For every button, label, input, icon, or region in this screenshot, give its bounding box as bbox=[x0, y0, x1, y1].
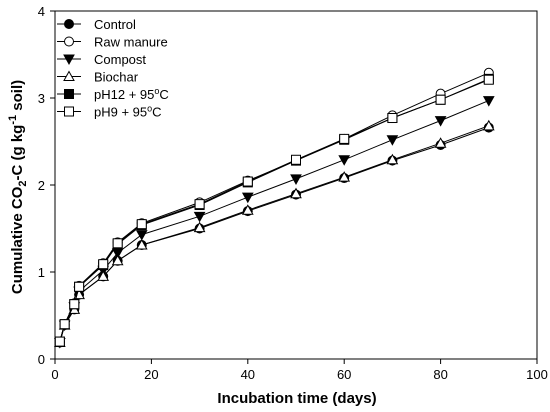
x-tick-label: 100 bbox=[526, 367, 548, 382]
data-point bbox=[387, 113, 398, 124]
legend-item: pH12 + 95oC bbox=[57, 86, 169, 102]
data-point bbox=[242, 176, 253, 187]
legend-label: Compost bbox=[94, 52, 146, 67]
data-point bbox=[193, 211, 206, 223]
data-point bbox=[98, 259, 109, 270]
data-point bbox=[59, 319, 70, 330]
x-tick-label: 40 bbox=[241, 367, 255, 382]
series-line bbox=[59, 100, 489, 343]
data-point bbox=[291, 154, 301, 165]
x-axis-title: Incubation time (days) bbox=[217, 390, 376, 407]
x-tick-label: 60 bbox=[337, 367, 351, 382]
legend-label: pH9 + 95oC bbox=[94, 104, 162, 120]
legend-marker bbox=[63, 70, 75, 81]
series-line bbox=[59, 125, 489, 343]
legend-marker bbox=[64, 36, 74, 47]
y-tick-label: 3 bbox=[38, 91, 45, 106]
legend-marker bbox=[64, 19, 74, 29]
data-point bbox=[136, 219, 147, 230]
data-point bbox=[194, 199, 205, 210]
legend-label: pH12 + 95oC bbox=[94, 86, 169, 102]
x-tick-label: 20 bbox=[144, 367, 158, 382]
legend-label: Control bbox=[94, 17, 136, 32]
legend-item: Biochar bbox=[57, 70, 139, 85]
data-point bbox=[97, 270, 110, 281]
legend-item: Compost bbox=[57, 52, 146, 67]
data-point bbox=[386, 135, 399, 146]
y-tick-label: 0 bbox=[38, 352, 45, 367]
legend-marker bbox=[64, 106, 74, 117]
series-3 bbox=[53, 96, 495, 349]
plot-series bbox=[53, 67, 495, 349]
data-point bbox=[434, 116, 447, 127]
legend-item: pH9 + 95oC bbox=[57, 104, 162, 120]
data-point bbox=[241, 204, 254, 215]
axes: 0 20 40 60 80 100 0 1 2 3 4 bbox=[38, 4, 548, 382]
data-point bbox=[338, 171, 351, 182]
y-tick-label: 4 bbox=[38, 4, 45, 19]
x-tick-label: 80 bbox=[433, 367, 447, 382]
data-point bbox=[135, 239, 148, 250]
data-point bbox=[386, 153, 399, 165]
series-line bbox=[59, 127, 489, 343]
data-point bbox=[483, 74, 494, 85]
data-point bbox=[435, 94, 446, 105]
data-point bbox=[339, 133, 350, 144]
data-point bbox=[54, 336, 65, 347]
data-point bbox=[69, 299, 80, 310]
data-point bbox=[135, 230, 148, 241]
x-tick-label: 0 bbox=[51, 367, 58, 382]
series-6 bbox=[54, 74, 494, 347]
data-point bbox=[290, 174, 302, 185]
y-axis-title: Cumulative CO2-C (g kg-1 soil) bbox=[7, 80, 29, 294]
legend-item: Raw manure bbox=[57, 35, 168, 50]
series-1 bbox=[54, 122, 494, 348]
data-point bbox=[111, 254, 124, 266]
data-point bbox=[482, 96, 495, 107]
legend-marker bbox=[63, 54, 75, 66]
data-point bbox=[241, 192, 254, 204]
data-point bbox=[338, 155, 351, 166]
data-point bbox=[74, 281, 85, 292]
data-point bbox=[482, 119, 495, 131]
legend-label: Biochar bbox=[94, 70, 139, 85]
series-4 bbox=[53, 119, 495, 347]
data-point bbox=[290, 187, 302, 199]
data-point bbox=[434, 137, 447, 148]
data-point bbox=[193, 221, 206, 233]
y-tick-label: 2 bbox=[38, 178, 45, 193]
legend-marker bbox=[64, 89, 74, 99]
legend-label: Raw manure bbox=[94, 35, 168, 50]
y-tick-label: 1 bbox=[38, 265, 45, 280]
data-point bbox=[112, 238, 123, 249]
legend-item: Control bbox=[57, 17, 136, 32]
